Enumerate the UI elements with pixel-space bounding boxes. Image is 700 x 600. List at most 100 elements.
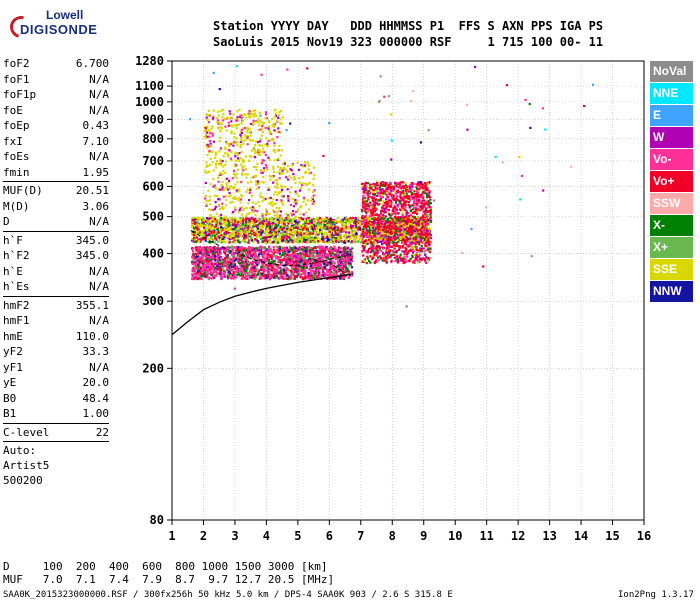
echo-point bbox=[343, 277, 346, 281]
param-row: foEs N/A bbox=[3, 149, 109, 165]
echo-point bbox=[330, 233, 333, 236]
echo-point bbox=[298, 231, 301, 234]
echo-point bbox=[217, 231, 220, 234]
echo-point bbox=[202, 246, 205, 249]
echo-point bbox=[320, 273, 323, 276]
echo-point bbox=[319, 276, 322, 279]
echo-point bbox=[273, 223, 277, 226]
echo-point bbox=[235, 276, 238, 279]
echo-point bbox=[219, 147, 222, 150]
echo-point bbox=[211, 220, 214, 223]
echo-point bbox=[239, 221, 242, 224]
echo-point bbox=[229, 266, 232, 270]
param-name: B0 bbox=[3, 391, 17, 405]
param-name: foEs bbox=[3, 150, 30, 163]
echo-point bbox=[315, 249, 318, 252]
echo-point bbox=[318, 264, 321, 267]
echo-point bbox=[305, 264, 308, 267]
echo-point bbox=[358, 240, 361, 243]
echo-point bbox=[273, 220, 276, 223]
echo-point bbox=[219, 232, 222, 235]
echo-point bbox=[276, 266, 279, 269]
echo-point bbox=[338, 251, 342, 254]
echo-point bbox=[331, 251, 334, 254]
echo-point bbox=[238, 209, 241, 212]
echo-point bbox=[345, 239, 348, 242]
echo-point bbox=[314, 227, 317, 231]
echo-point bbox=[272, 203, 275, 206]
echo-point bbox=[213, 252, 216, 255]
echo-point bbox=[215, 273, 218, 276]
echo-point bbox=[263, 250, 267, 253]
echo-point bbox=[301, 248, 304, 251]
echo-point bbox=[264, 239, 267, 242]
echo-point bbox=[326, 227, 329, 230]
echo-point bbox=[312, 262, 315, 265]
echo-point bbox=[220, 247, 223, 250]
echo-point bbox=[322, 270, 325, 274]
echo-point bbox=[303, 218, 307, 221]
echo-point bbox=[272, 221, 275, 225]
echo-point bbox=[290, 266, 294, 269]
echo-point bbox=[230, 233, 233, 236]
echo-point bbox=[235, 258, 238, 261]
echo-point bbox=[231, 253, 234, 256]
echo-point bbox=[235, 217, 238, 220]
echo-point bbox=[414, 221, 417, 224]
param-value: N/A bbox=[89, 150, 109, 163]
echo-point bbox=[357, 240, 360, 243]
echo-point bbox=[366, 233, 369, 236]
echo-point bbox=[217, 252, 220, 255]
echo-point bbox=[285, 246, 288, 249]
echo-point bbox=[219, 219, 222, 222]
echo-point bbox=[224, 254, 228, 257]
echo-point bbox=[241, 228, 244, 231]
echo-point bbox=[223, 216, 226, 220]
echo-point bbox=[329, 234, 332, 237]
echo-point bbox=[242, 226, 245, 229]
echo-point bbox=[250, 229, 253, 232]
echo-point bbox=[346, 227, 350, 230]
echo-point bbox=[237, 211, 240, 214]
echo-point bbox=[255, 236, 259, 239]
echo-point bbox=[251, 232, 254, 235]
echo-point bbox=[342, 246, 345, 250]
echo-point bbox=[246, 274, 249, 277]
echo-point bbox=[315, 254, 318, 258]
echo-point bbox=[262, 247, 265, 250]
echo-point bbox=[229, 216, 232, 220]
echo-point bbox=[300, 248, 303, 251]
echo-point bbox=[280, 201, 283, 204]
echo-point bbox=[426, 221, 429, 224]
echo-point bbox=[277, 246, 280, 249]
echo-point bbox=[307, 246, 310, 249]
echo-point bbox=[207, 262, 211, 265]
echo-point bbox=[267, 197, 270, 200]
echo-point bbox=[289, 235, 292, 238]
echo-point bbox=[199, 240, 202, 243]
echo-point bbox=[402, 230, 405, 233]
echo-point bbox=[298, 240, 301, 243]
echo-point bbox=[195, 260, 198, 263]
echo-point bbox=[261, 262, 264, 265]
param-name: yF2 bbox=[3, 345, 23, 358]
echo-point bbox=[348, 226, 351, 229]
echo-point bbox=[204, 268, 208, 271]
echo-point bbox=[299, 262, 302, 265]
echo-point bbox=[292, 213, 295, 216]
echo-point bbox=[286, 261, 289, 264]
echo-point bbox=[202, 264, 205, 267]
echo-point bbox=[371, 225, 374, 228]
echo-point bbox=[273, 274, 277, 278]
echo-point bbox=[254, 218, 257, 221]
echo-point bbox=[194, 272, 197, 275]
echo-point bbox=[204, 181, 207, 185]
echo-point bbox=[309, 232, 312, 235]
echo-point bbox=[314, 219, 317, 222]
echo-point bbox=[230, 116, 233, 119]
echo-point bbox=[209, 238, 212, 241]
param-row: fmin 1.95 bbox=[3, 165, 109, 181]
echo-point bbox=[287, 234, 290, 237]
echo-point bbox=[205, 217, 209, 220]
echo-point bbox=[200, 230, 203, 233]
